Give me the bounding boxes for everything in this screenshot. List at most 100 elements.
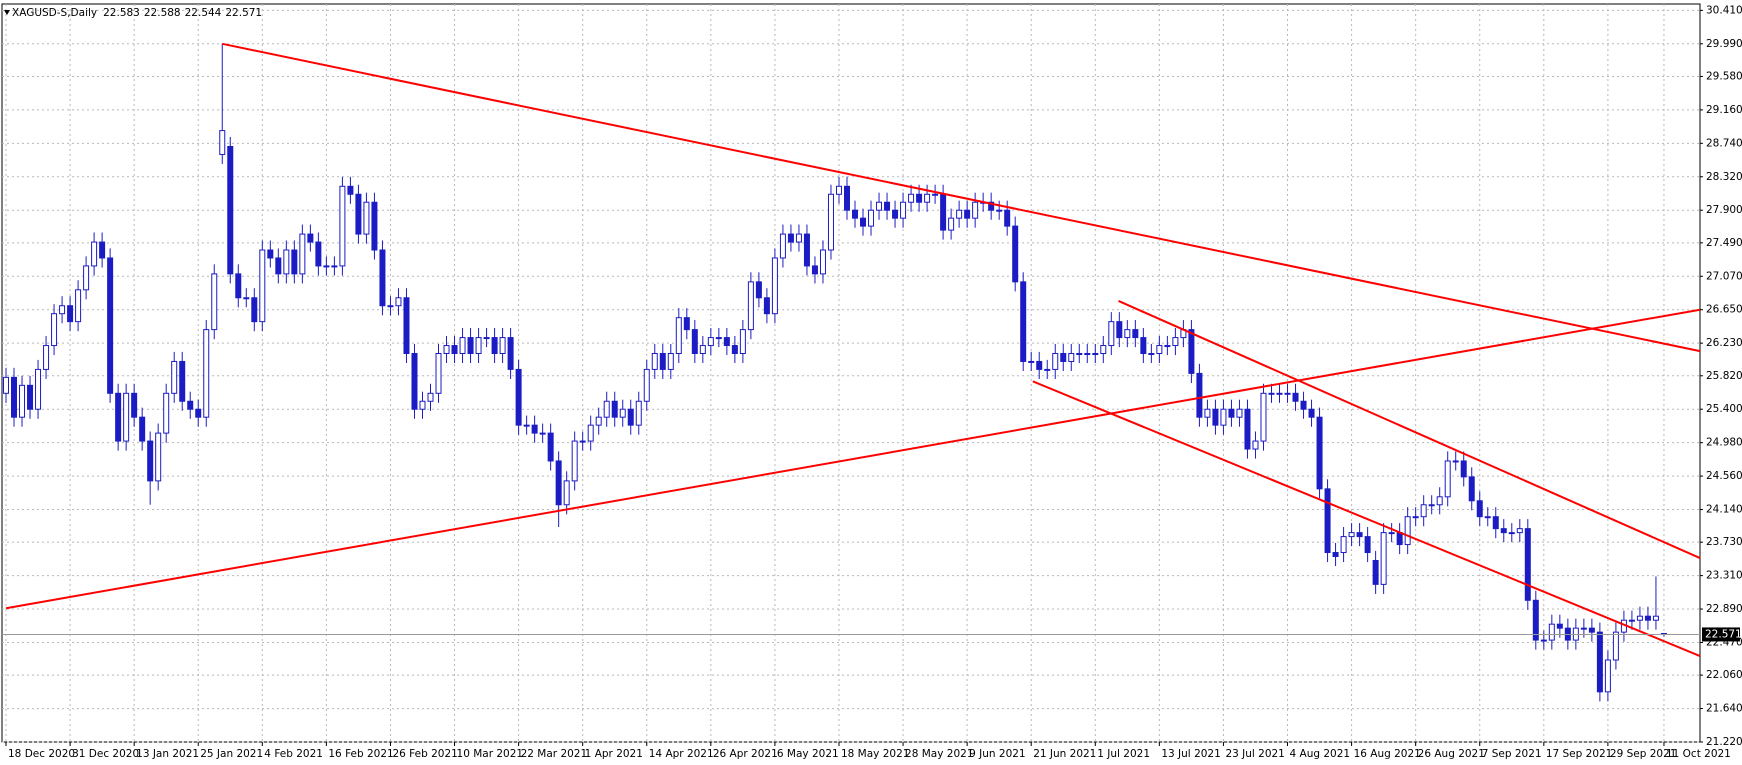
candle-body (1340, 536, 1347, 554)
candle-body (1244, 408, 1251, 450)
candle-body (1372, 559, 1379, 585)
candle-body (555, 460, 562, 506)
candle-body (811, 265, 818, 275)
candle-body (835, 185, 842, 195)
x-tick-label: 25 Jan 2021 (200, 748, 263, 760)
candle-body (187, 400, 194, 410)
candle-body (916, 193, 923, 203)
y-tick-label: 21.640 (1706, 703, 1742, 715)
candle-body (1396, 532, 1403, 546)
price-label: 22.571 (1705, 628, 1742, 640)
x-tick-label: 9 Jun 2021 (969, 748, 1025, 760)
symbol: XAGUSD-S,Daily (12, 7, 97, 19)
candle-body (1356, 532, 1363, 538)
trendline (1032, 380, 1701, 657)
candle-body (611, 400, 618, 418)
candle-body (1652, 615, 1659, 621)
candle-body (1492, 516, 1499, 530)
candle-body (51, 313, 58, 347)
y-tick-label: 26.230 (1706, 337, 1742, 349)
candle-body (1084, 352, 1091, 355)
candle-body (403, 297, 410, 354)
y-tick-label: 23.730 (1706, 536, 1742, 548)
candle-body (275, 257, 282, 275)
y-tick-label: 24.980 (1706, 437, 1742, 449)
marks (2, 42, 1701, 702)
candle-body (315, 241, 322, 267)
candle-body (587, 424, 594, 442)
header-close: 22.571 (225, 7, 262, 19)
candle-body (451, 345, 458, 354)
candle-body (1508, 532, 1515, 535)
candle-body (395, 297, 402, 307)
candle-body (1060, 352, 1067, 362)
candle-body (1596, 631, 1603, 693)
x-tick-label: 26 Apr 2021 (713, 748, 778, 760)
candle-body (115, 392, 122, 442)
candle-body (699, 345, 706, 354)
candle-body (1268, 392, 1275, 395)
x-tick-label: 28 May 2021 (905, 748, 973, 760)
x-tick-label: 29 Sep 2021 (1610, 748, 1677, 760)
candle-body (1580, 627, 1587, 630)
candle-body (307, 233, 314, 243)
candle-body (219, 130, 226, 155)
candle-body (972, 201, 979, 219)
y-tick-label: 24.140 (1706, 504, 1742, 516)
candle-body (731, 345, 738, 354)
candle-body (1276, 392, 1283, 395)
candle-body (131, 392, 138, 418)
candle-body (956, 209, 963, 219)
x-tick-label: 4 Aug 2021 (1290, 748, 1351, 760)
candle-body (411, 352, 418, 410)
candle-body (99, 241, 106, 259)
candle-body (1540, 639, 1547, 642)
candle-body (1484, 516, 1491, 519)
candle-body (1436, 496, 1443, 506)
candle-body (763, 297, 770, 315)
candle-body (739, 329, 746, 354)
candle-body (1164, 345, 1171, 348)
x-tick-label: 13 Jan 2021 (136, 748, 199, 760)
candle-body (43, 345, 50, 370)
candle-body (235, 273, 242, 299)
candle-body (139, 416, 146, 442)
candle-body (1188, 329, 1195, 374)
candle-body (283, 249, 290, 275)
candle-body (259, 249, 266, 323)
candle-body (1228, 408, 1235, 418)
x-tick-label: 1 Jul 2021 (1097, 748, 1150, 760)
candle-body (1500, 528, 1507, 534)
candle-body (1532, 599, 1539, 641)
candle-body (1012, 225, 1019, 283)
candle-body (996, 209, 1003, 212)
candle-body (1068, 352, 1075, 362)
candle-body (563, 480, 570, 506)
y-tick-label: 25.820 (1706, 370, 1742, 382)
candle-body (1124, 329, 1131, 339)
x-tick-label: 23 Jul 2021 (1225, 748, 1284, 760)
candle-body (1092, 352, 1099, 355)
candle-body (932, 193, 939, 196)
y-tick-label: 29.580 (1706, 70, 1742, 82)
candle-body (155, 432, 162, 482)
candle-body (507, 337, 514, 370)
candle-body (35, 368, 42, 410)
header-icon (4, 10, 10, 15)
candle-body (948, 217, 955, 231)
candle-body (1172, 337, 1179, 347)
x-tick-label: 18 May 2021 (841, 748, 909, 760)
candle-body (3, 376, 10, 394)
candle-body (1332, 552, 1339, 558)
candle-body (1460, 460, 1467, 478)
candle-body (435, 352, 442, 394)
candle-body (876, 201, 883, 211)
candle-body (1156, 345, 1163, 354)
candle-body (884, 201, 891, 211)
candle-body (619, 408, 626, 418)
x-tick-label: 6 May 2021 (777, 748, 839, 760)
candle-body (1348, 532, 1355, 538)
x-tick-label: 13 Jul 2021 (1161, 748, 1220, 760)
candle-body (75, 289, 82, 323)
candle-body (1108, 321, 1115, 347)
